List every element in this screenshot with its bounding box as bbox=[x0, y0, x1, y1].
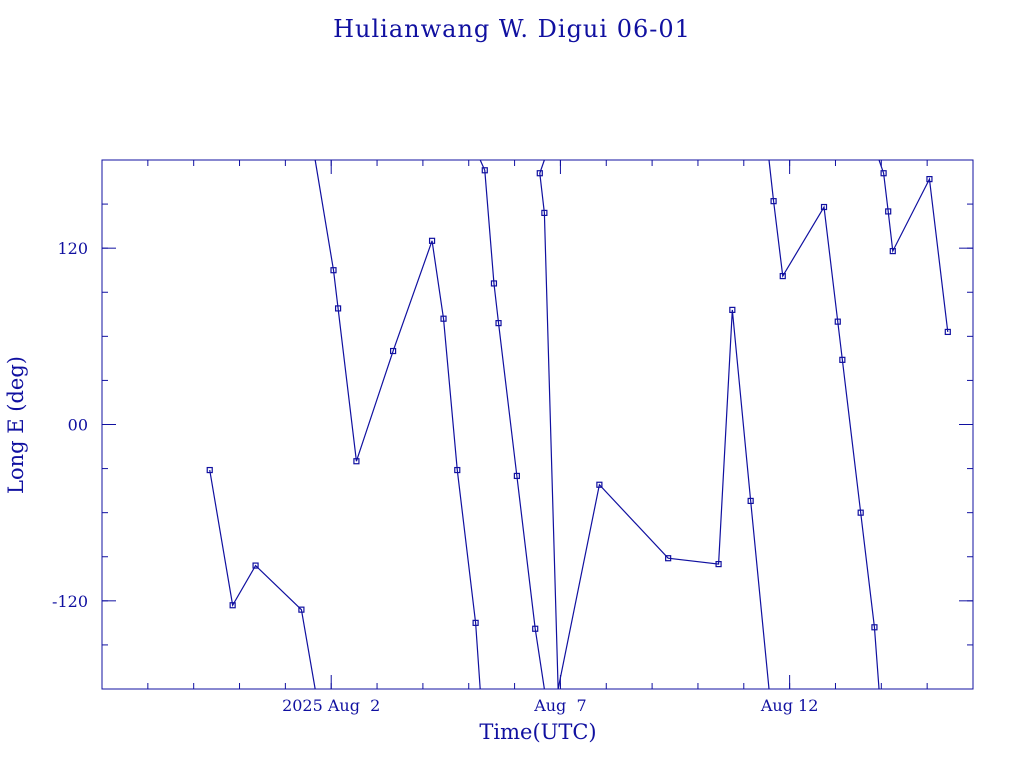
series-line-segment bbox=[539, 159, 559, 690]
series-line-segment bbox=[314, 159, 481, 690]
tick-labels: 120 00 -120 2025 Aug 2 Aug 7 Aug 12 bbox=[52, 239, 818, 715]
data-point bbox=[834, 318, 841, 325]
data-point bbox=[729, 306, 736, 313]
data-point bbox=[206, 466, 213, 474]
plot-frame bbox=[101, 159, 974, 690]
major-ticks bbox=[102, 160, 973, 689]
chart-title: Hulianwang W. Digui 06-01 bbox=[333, 15, 691, 43]
x-axis-label: Time(UTC) bbox=[479, 720, 596, 744]
y-tick-label: -120 bbox=[52, 592, 88, 611]
data-point bbox=[944, 328, 951, 336]
data-point bbox=[596, 481, 603, 488]
data-point bbox=[857, 509, 864, 516]
series-line-segment bbox=[479, 159, 545, 690]
data-point bbox=[495, 320, 502, 327]
data-point bbox=[665, 555, 672, 562]
data-point bbox=[428, 237, 436, 244]
x-tick-label: Aug 7 bbox=[533, 696, 586, 715]
data-point bbox=[885, 208, 892, 215]
y-tick-label: 00 bbox=[68, 416, 88, 435]
series-line-segment bbox=[209, 469, 316, 690]
data-point bbox=[229, 602, 236, 609]
data-point bbox=[747, 497, 754, 505]
series-line-segment bbox=[878, 159, 949, 332]
data-point bbox=[353, 458, 360, 465]
series-points bbox=[206, 167, 951, 632]
data-point bbox=[541, 209, 548, 216]
data-point bbox=[334, 305, 342, 312]
data-point bbox=[481, 167, 488, 174]
series-line-segment bbox=[557, 309, 770, 690]
data-point bbox=[330, 267, 337, 274]
x-tick-label: Aug 12 bbox=[760, 696, 819, 715]
data-point bbox=[389, 347, 397, 355]
data-point bbox=[252, 562, 259, 569]
data-point bbox=[298, 606, 305, 613]
data-point bbox=[454, 466, 461, 474]
data-point bbox=[839, 356, 846, 363]
data-point bbox=[513, 472, 520, 480]
data-point bbox=[472, 619, 479, 626]
data-point bbox=[889, 248, 896, 255]
minor-ticks bbox=[102, 160, 973, 689]
data-point bbox=[490, 280, 498, 287]
data-point bbox=[532, 625, 539, 632]
data-point bbox=[715, 560, 722, 568]
data-point bbox=[926, 176, 933, 183]
data-point bbox=[880, 170, 887, 177]
data-point bbox=[779, 272, 786, 280]
data-point bbox=[770, 198, 777, 205]
data-point bbox=[536, 170, 543, 177]
data-point bbox=[440, 315, 447, 322]
series-lines bbox=[209, 159, 949, 690]
series-line-segment bbox=[768, 159, 880, 690]
y-axis-label: Long E (deg) bbox=[4, 356, 28, 494]
y-tick-label: 120 bbox=[57, 239, 88, 258]
x-tick-label: 2025 Aug 2 bbox=[282, 696, 380, 715]
data-point bbox=[820, 203, 828, 211]
data-point bbox=[871, 624, 878, 631]
